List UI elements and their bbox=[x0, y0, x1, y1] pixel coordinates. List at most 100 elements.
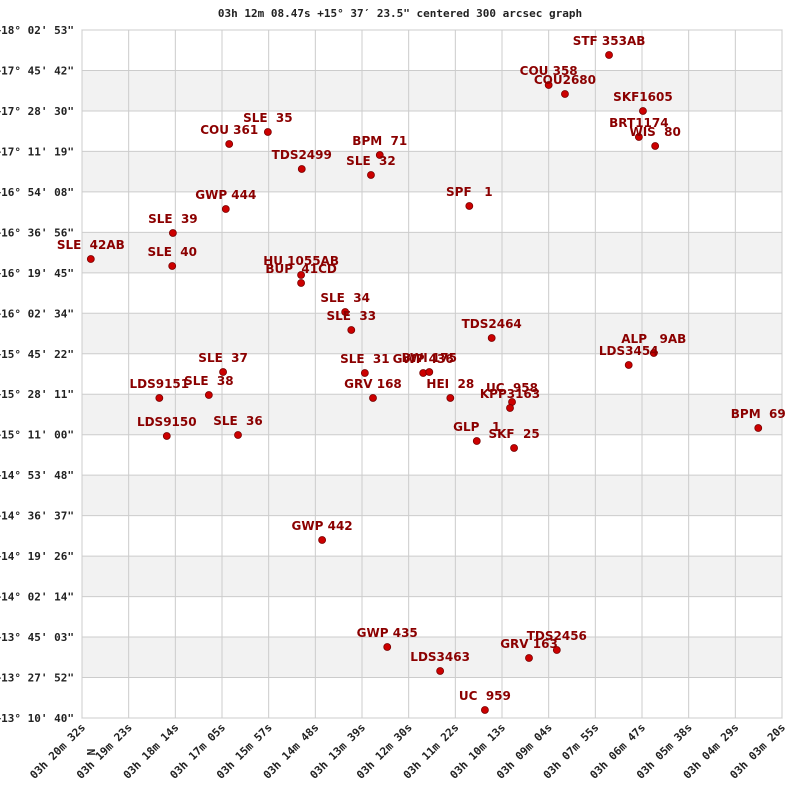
y-tick-label: +16° 02' 34" bbox=[0, 307, 74, 320]
star-point bbox=[347, 326, 356, 334]
star-label: LDS9151 bbox=[129, 377, 189, 391]
star-label: SPF 1 bbox=[446, 185, 493, 199]
star-label: SLE 39 bbox=[148, 212, 198, 226]
y-tick-label: +17° 11' 19" bbox=[0, 145, 74, 158]
y-tick-label: +17° 28' 30" bbox=[0, 105, 74, 118]
grid-band bbox=[82, 313, 782, 354]
star-label: SKF 25 bbox=[488, 427, 539, 441]
star-label: BRT1174 bbox=[609, 116, 668, 130]
y-tick-label: +16° 54' 08" bbox=[0, 186, 74, 199]
star-label: STF 353AB bbox=[573, 34, 646, 48]
star-point bbox=[297, 271, 305, 279]
star-point bbox=[487, 334, 496, 342]
y-tick-label: +14° 53' 48" bbox=[0, 469, 74, 482]
star-label: ALP 9AB bbox=[621, 332, 686, 346]
star-point bbox=[204, 391, 213, 399]
star-label: COU2680 bbox=[534, 73, 596, 87]
y-tick-label: +17° 45' 42" bbox=[0, 64, 74, 77]
star-point bbox=[754, 424, 763, 432]
y-tick-label: +16° 19' 45" bbox=[0, 267, 74, 280]
y-tick-label: +13° 10' 40" bbox=[0, 712, 74, 725]
star-label: UC 959 bbox=[459, 689, 511, 703]
star-label: BWI 175 bbox=[402, 351, 457, 365]
star-point bbox=[634, 133, 643, 141]
star-point bbox=[481, 706, 489, 714]
star-label: GWP 436 bbox=[393, 352, 454, 366]
star-label: TDS2464 bbox=[462, 317, 522, 331]
star-point bbox=[263, 128, 272, 136]
star-point bbox=[297, 165, 306, 173]
star-label: SLE 42AB bbox=[57, 238, 125, 252]
star-point bbox=[234, 431, 242, 439]
star-point bbox=[651, 142, 660, 150]
star-point bbox=[465, 202, 474, 210]
star-label: HEI 28 bbox=[426, 377, 474, 391]
star-label: UC 958 bbox=[486, 381, 538, 395]
star-label: KPP3163 bbox=[480, 387, 540, 401]
star-point bbox=[383, 643, 392, 651]
y-tick-label: +14° 36' 37" bbox=[0, 510, 74, 523]
grid-band bbox=[82, 70, 782, 111]
star-label: SLE 37 bbox=[198, 351, 248, 365]
star-label: SLE 35 bbox=[243, 111, 293, 125]
star-label: COU 358 bbox=[520, 64, 578, 78]
star-point bbox=[168, 229, 177, 237]
star-point bbox=[219, 368, 227, 376]
star-point bbox=[297, 279, 305, 287]
star-point bbox=[624, 361, 633, 369]
star-label: SLE 32 bbox=[346, 154, 396, 168]
y-tick-label: +13° 27' 52" bbox=[0, 672, 74, 685]
star-label: GLP 1 bbox=[453, 420, 500, 434]
star-point bbox=[649, 349, 658, 357]
y-tick-label: +15° 11' 00" bbox=[0, 429, 74, 442]
y-tick-label: +14° 02' 14" bbox=[0, 591, 74, 604]
star-label: SKF1605 bbox=[613, 90, 673, 104]
star-label: SLE 33 bbox=[327, 309, 377, 323]
star-point bbox=[525, 654, 533, 662]
star-label: HU 1055AB bbox=[263, 254, 339, 268]
star-point bbox=[561, 90, 569, 98]
star-label: GWP 442 bbox=[292, 519, 353, 533]
star-label: BPM 71 bbox=[352, 134, 407, 148]
star-point bbox=[510, 444, 518, 452]
star-label: LDS3463 bbox=[410, 650, 470, 664]
grid-band bbox=[82, 151, 782, 192]
star-label: BUP 41CD bbox=[265, 262, 337, 276]
star-label: GRV 168 bbox=[344, 377, 402, 391]
y-tick-label: +13° 45' 03" bbox=[0, 631, 74, 644]
y-tick-label: +14° 19' 26" bbox=[0, 550, 74, 563]
star-label: WIS 80 bbox=[629, 125, 680, 139]
star-label: SLE 31 bbox=[340, 352, 390, 366]
star-point bbox=[367, 171, 375, 179]
star-point bbox=[552, 646, 561, 654]
star-point bbox=[225, 140, 234, 148]
star-point bbox=[318, 536, 327, 544]
star-point bbox=[544, 81, 553, 89]
star-point bbox=[639, 107, 647, 115]
star-point bbox=[605, 51, 613, 59]
grid-band bbox=[82, 475, 782, 516]
star-label: GRV 163 bbox=[500, 637, 558, 651]
star-label: BPM 69 bbox=[731, 407, 786, 421]
grid-band bbox=[82, 232, 782, 273]
star-label: GWP 435 bbox=[357, 626, 418, 640]
star-point bbox=[86, 255, 95, 263]
y-tick-label: +15° 28' 11" bbox=[0, 388, 74, 401]
star-point bbox=[436, 667, 445, 675]
star-point bbox=[162, 432, 171, 440]
star-point bbox=[369, 394, 377, 402]
star-label: COU 361 bbox=[200, 123, 258, 137]
y-tick-label: +18° 02' 53" bbox=[0, 24, 74, 37]
star-point bbox=[375, 151, 384, 159]
star-label: SLE 40 bbox=[147, 245, 197, 259]
star-point bbox=[506, 404, 514, 412]
star-point bbox=[221, 205, 230, 213]
star-label: LDS3454 bbox=[599, 344, 659, 358]
direction-label: N bbox=[85, 749, 98, 756]
star-label: GWP 444 bbox=[195, 188, 256, 202]
star-label: LDS9150 bbox=[137, 415, 197, 429]
star-label: TDS2499 bbox=[272, 148, 332, 162]
star-point bbox=[168, 262, 177, 270]
star-label: SLE 38 bbox=[184, 374, 234, 388]
